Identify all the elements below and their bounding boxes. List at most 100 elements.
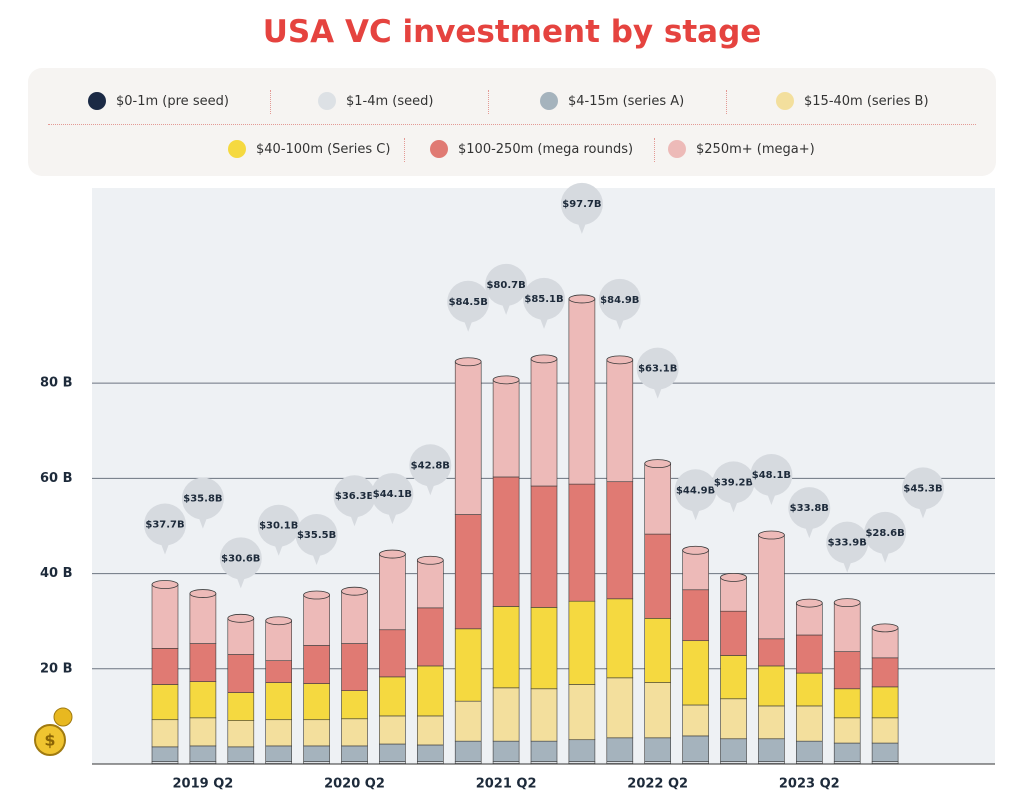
bar-segment [795, 602, 823, 636]
total-label: $30.6B [221, 553, 260, 564]
callout [902, 467, 944, 510]
callout [788, 487, 831, 530]
total-label: $45.3B [903, 483, 942, 494]
bar-segment [795, 740, 823, 762]
callout [598, 278, 641, 321]
bar-cap [530, 354, 558, 364]
y-tick-label: 60 B [40, 471, 73, 486]
bar-segment [492, 687, 520, 742]
bar-segment [227, 654, 255, 693]
legend-item: $0-1m (pre seed) [88, 92, 229, 110]
total-label: $44.9B [676, 485, 715, 496]
bar-segment [758, 534, 785, 640]
bar-segment [795, 672, 823, 707]
bar-segment [189, 745, 217, 762]
bar-segment [492, 379, 520, 478]
bar-segment [341, 590, 368, 644]
callout [371, 473, 414, 516]
total-label: $28.6B [865, 528, 904, 539]
callout [560, 182, 603, 225]
bar-segment [871, 657, 899, 688]
legend-separator [404, 138, 405, 162]
bar-segment [682, 549, 709, 591]
bar-segment [379, 743, 406, 762]
bar-segment [227, 692, 255, 721]
bar-segment [682, 735, 709, 762]
bar-segment [151, 746, 179, 762]
total-label: $42.8B [411, 460, 450, 471]
bar-segment [151, 648, 179, 685]
bar-segment [720, 610, 747, 656]
bar-segment [871, 686, 899, 719]
bar-segment [379, 715, 406, 745]
legend-separator [270, 90, 271, 114]
bar-segment [644, 682, 672, 739]
callout [485, 263, 528, 306]
total-label: $80.7B [486, 280, 525, 291]
x-tick-label: 2022 Q2 [627, 777, 688, 792]
callout [181, 477, 224, 520]
bar-cap [341, 586, 368, 596]
x-tick-label: 2019 Q2 [172, 777, 233, 792]
bar-cap [151, 580, 179, 589]
bar-segment [492, 476, 520, 607]
x-tick-label: 2023 Q2 [779, 777, 840, 792]
bar-cap [720, 572, 747, 582]
bar-segment [530, 358, 558, 487]
legend-label: $250m+ (mega+) [696, 141, 815, 157]
bar-cap [833, 598, 861, 608]
total-label: $97.7B [562, 199, 601, 210]
bar-segment [682, 589, 709, 642]
bar-segment [341, 745, 368, 762]
x-tick-label: 2021 Q2 [476, 777, 537, 792]
bar-segment [341, 690, 368, 720]
bar-segment [833, 602, 861, 652]
legend-label: $0-1m (pre seed) [116, 93, 229, 109]
bar-cap [416, 555, 444, 565]
bar-segment [416, 607, 444, 667]
bar-segment [644, 618, 672, 683]
bar-cap [303, 590, 331, 600]
bar-cap [492, 375, 520, 385]
bar-cap [454, 357, 482, 367]
bar-cap [378, 549, 406, 559]
total-label: $30.1B [259, 521, 298, 532]
y-tick-label: 40 B [40, 566, 73, 581]
bar-segment [530, 607, 558, 690]
bar-cap [758, 530, 785, 540]
callout [295, 514, 338, 557]
bar-segment [189, 717, 217, 747]
bar-segment [833, 742, 861, 762]
callout [636, 347, 679, 390]
bar-segment [265, 682, 293, 721]
total-label: $35.8B [183, 494, 222, 505]
bar-segment [379, 553, 406, 631]
bar-segment [303, 745, 330, 762]
bar-segment [189, 643, 217, 682]
bar-segment [379, 676, 406, 717]
bar-segment [341, 718, 368, 747]
legend-swatch [776, 92, 794, 110]
bar-segment [758, 705, 785, 740]
bar-cap [189, 589, 217, 598]
total-label: $36.3B [335, 491, 374, 502]
bar-segment [833, 688, 861, 719]
callout [144, 503, 186, 546]
bar-segment [795, 634, 823, 674]
total-label: $85.1B [524, 294, 563, 305]
total-label: $44.1B [373, 489, 412, 500]
total-label: $84.5B [449, 297, 488, 308]
bar-cap [682, 545, 709, 555]
bar-segment [265, 620, 293, 662]
bar-segment [644, 533, 672, 619]
bar-segment [568, 684, 596, 741]
callout [523, 277, 565, 320]
legend-label: $40-100m (Series C) [256, 141, 391, 157]
legend-swatch [228, 140, 246, 158]
bar-cap [265, 616, 293, 626]
bar-segment [530, 740, 558, 762]
bar-segment [720, 577, 747, 612]
callout [826, 521, 869, 564]
bar-segment [758, 738, 785, 762]
total-label: $48.1B [752, 470, 791, 481]
